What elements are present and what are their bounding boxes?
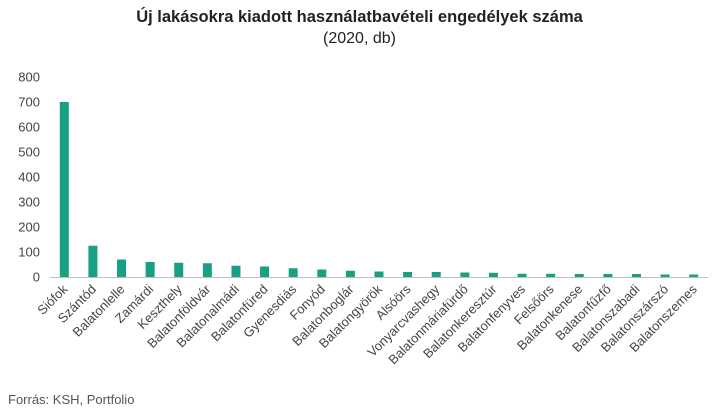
bar-21 (631, 274, 641, 277)
bar-1 (59, 102, 69, 277)
y-tick-label: 700 (18, 95, 40, 110)
bar-12 (374, 271, 384, 277)
bar-14 (431, 272, 441, 277)
bars (59, 102, 699, 277)
x-axis: SiófokSzántódBalatonlelleZamárdiKeszthel… (34, 277, 708, 367)
bar-2 (88, 245, 98, 277)
bar-9 (288, 268, 298, 277)
bar-18 (546, 273, 556, 277)
bar-11 (345, 270, 355, 277)
bar-10 (317, 269, 327, 277)
chart-subtitle: (2020, db) (323, 30, 396, 47)
y-tick-label: 300 (18, 195, 40, 210)
y-tick-label: 200 (18, 220, 40, 235)
bar-13 (403, 272, 413, 277)
bar-19 (574, 274, 584, 277)
y-tick-label: 0 (33, 270, 40, 285)
bar-23 (689, 274, 699, 277)
bar-6 (202, 263, 212, 277)
bar-15 (460, 272, 470, 277)
bar-7 (231, 265, 241, 277)
y-tick-label: 500 (18, 145, 40, 160)
bar-20 (603, 274, 613, 277)
chart-title: Új lakásokra kiadott használatbavételi e… (136, 8, 583, 26)
y-tick-label: 800 (18, 70, 40, 85)
source-note: Forrás: KSH, Portfolio (8, 392, 135, 407)
bar-4 (145, 262, 155, 277)
bar-16 (488, 272, 498, 277)
y-tick-label: 600 (18, 120, 40, 135)
y-axis: 0 100 200 300 400 500 600 700 800 (18, 70, 40, 285)
bar-8 (260, 266, 270, 277)
y-tick-label: 400 (18, 170, 40, 185)
bar-22 (660, 274, 670, 277)
y-tick-label: 100 (18, 245, 40, 260)
bar-5 (174, 262, 184, 277)
bar-3 (117, 259, 127, 277)
bar-17 (517, 273, 527, 277)
